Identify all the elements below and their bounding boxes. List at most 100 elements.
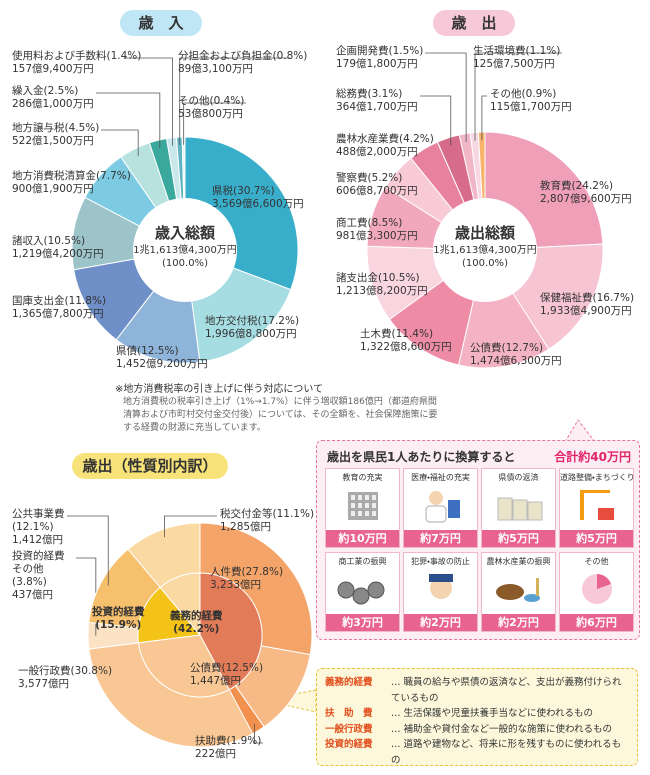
slice-label: 一般行政費(30.8%) 3,577億円 [18,665,112,691]
glossary-term: 投資的経費 [325,739,373,750]
slice-amount: 3,569億6,600万円 [212,198,304,210]
glossary-row: 一般行政費 … 補助金や貸付金など一般的な施策に使われるもの [325,722,629,738]
icon [596,574,611,589]
slice-amount: 1,219億4,200万円 [12,248,104,260]
slice-amount: 488億2,000万円 [336,146,418,158]
slice-label: 商工費(8.5%) 981億3,300万円 [336,217,418,243]
icon [579,490,610,493]
slice-amount: 89億3,100万円 [178,63,253,75]
slice-amount: 1,322億8,600万円 [360,341,452,353]
inner-name: 投資的経費 [92,606,145,618]
icon [429,577,452,599]
slice-share: (2.5%) [43,85,79,97]
slice-label: その他(0.4%) 53億800万円 [178,95,244,121]
slice-name: 使用料および手数料 [12,50,107,62]
tile-label: 医療・福祉の充実 [411,473,470,482]
center-title: 歳出総額 [454,224,515,242]
slice-label: 県債(12.5%) 1,452億9,200万円 [116,345,208,371]
tile-icon [497,497,542,521]
slice-share: (16.7%) [592,292,635,304]
slice-amount: 900億1,900万円 [12,183,94,195]
slice-name: 諸収入 [12,235,44,247]
glossary-desc: … 生活保護や児童扶養手当などに使われるもの [391,708,594,719]
slice-name: その他 [490,88,522,100]
tile-amount: 約10万円 [326,530,399,547]
tile-amount: 約5万円 [482,530,555,547]
icon [428,491,443,505]
tile-amount: 約5万円 [560,530,633,547]
slice-amount: 115億1,700万円 [490,101,572,113]
slice-amount: 3,577億円 [18,678,70,690]
icon [425,505,446,523]
slice-amount: 1,213億8,200万円 [336,285,428,297]
inner-label: 義務的経費 (42.2%) [170,610,223,636]
slice-name: 地方交付税 [205,315,258,327]
icon [337,581,354,599]
slice-label: 扶助費(1.9%) 222億円 [195,735,261,761]
leader-line [67,515,109,586]
slice-name: 県債 [116,345,137,357]
glossary-desc: … 補助金や貸付金など一般的な施策に使われるもの [391,723,613,735]
icon [428,574,453,582]
slice-share: (7.7%) [96,170,131,182]
icon [357,511,362,516]
note: ※地方消費税率の引き上げに伴う対応について 地方消費税の税率引き上げ（1%→1.… [115,383,445,435]
slice-share: (12.5%) [221,662,264,674]
leader-line [183,102,246,145]
glossary-row: 扶 助 費 … 生活保護や児童扶養手当などに使われるもの [325,706,629,722]
tile-icon [579,490,614,520]
slice-share: (0.4%) [209,95,245,107]
per-capita-tile: 教育の充実 約10万円 [325,468,400,548]
slice-amount: 522億1,500万円 [12,135,94,147]
note-title: ※地方消費税率の引き上げに伴う対応について [115,384,324,395]
slice-amount: 606億8,700万円 [336,185,418,197]
slice-share: (10.5%) [43,235,86,247]
slice-share: (5.2%) [367,172,403,184]
leader-line [101,129,139,156]
slice-name: 地方譲与税 [12,122,65,134]
slice-share: (1.9%) [226,735,262,747]
leader-line [425,52,467,142]
slice-name: 地方消費税清算金 [12,170,96,182]
slice-amount: 1,365億7,800万円 [12,308,104,320]
icon [535,578,539,596]
slice-amount: 53億800万円 [178,108,243,120]
leader-line [254,723,263,744]
icon [371,511,376,516]
center-title: 歳入総額 [154,224,215,242]
inner-slice [159,572,201,637]
tile-amount: 約7万円 [404,530,477,547]
slice-share: (30.8%) [70,665,113,677]
note-text: 地方消費税の税率引き上げ（1%→1.7%）に伴う増収額186億円（都道府県間清算… [123,397,438,433]
slice-share: (12.7%) [501,342,544,354]
center-share: (100.0%) [162,258,208,269]
slice-label: その他(0.9%) 115億1,700万円 [490,88,572,114]
tile-label: 農林水産業の振興 [486,557,551,566]
icon [364,495,369,500]
slice-amount: 157億9,400万円 [12,63,94,75]
slice-name: 繰入金 [12,85,44,97]
slice-name: 保健福祉費 [540,292,593,304]
tile-amount: 約2万円 [404,614,477,631]
slice-amount: 364億1,700万円 [336,101,418,113]
per-capita-tile: 医療・福祉の充実約7万円 [403,468,478,548]
slice-share: (12.5%) [137,345,179,357]
slice-name: 農林水産業費 [336,133,399,145]
center-share: (100.0%) [462,258,508,269]
chart-title: 歳 入 [120,10,202,36]
glossary: 義務的経費 … 職員の給与や県債の返済など、支出が義務付けられているもの扶 助 費… [316,668,638,766]
slice-label: 国庫支出金(11.8%) 1,365億7,800万円 [12,295,106,321]
per-capita-tile: 犯罪・事故の防止 約2万円 [403,552,478,632]
glossary-term: 義務的経費 [325,677,373,688]
icon [352,587,369,605]
icon [350,503,355,508]
panel-title: 歳出を県民1人あたりに換算すると [327,450,516,464]
slice-share: (3.8%) [12,576,47,588]
slice-share: (4.2%) [399,133,434,145]
slice-amount: 3,233億円 [210,579,262,591]
leader-line [481,95,487,141]
center-label: 歳出総額 1兆1,613億4,300万円 (100.0%) [425,222,545,270]
slice-amount: 1,285億円 [220,521,272,533]
slice-share: (1.4%) [106,50,142,62]
